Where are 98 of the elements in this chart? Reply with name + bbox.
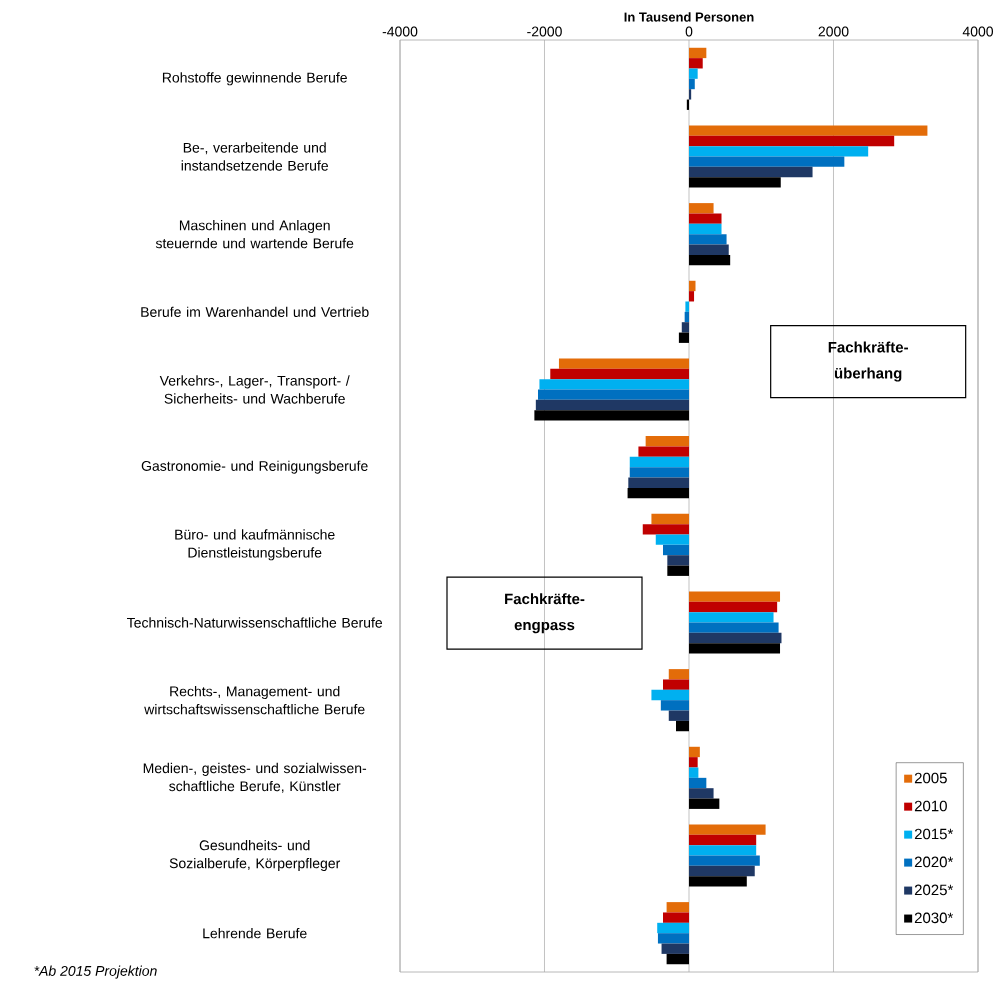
bar xyxy=(535,399,689,411)
annotation: Fachkräfte-überhang xyxy=(828,341,908,382)
legend-label: 2015* xyxy=(914,828,954,840)
bar xyxy=(689,78,695,90)
y-tick-label: Büro- und kaufmännische Dienstleistungsberufe xyxy=(175,529,335,561)
y-tick-label: Rohstoffe gewinnende Berufe xyxy=(162,72,347,86)
bar xyxy=(689,824,766,835)
bar xyxy=(667,555,689,566)
bar xyxy=(689,146,869,157)
bar xyxy=(689,612,774,623)
x-tick-label: 0 xyxy=(685,26,693,37)
bar xyxy=(685,301,689,312)
bar xyxy=(689,280,696,292)
bar xyxy=(642,524,689,535)
bar xyxy=(550,368,689,380)
bar xyxy=(689,125,928,136)
bar xyxy=(668,669,689,680)
bar xyxy=(689,834,757,846)
y-tick-label: Maschinen und Anlagen steuernde und wartende Berufe xyxy=(155,220,354,249)
bar xyxy=(689,291,695,302)
y-tick-label: Gesundheits- und Sozialberufe, Körperpfleger xyxy=(169,839,341,872)
bar xyxy=(666,953,689,965)
y-tick-label: Lehrende Berufe xyxy=(203,928,307,939)
bar xyxy=(681,322,689,333)
bar xyxy=(689,643,781,654)
bar xyxy=(657,922,689,934)
y-tick-label: Rechts-, Management- und wirtschaftswissenschaftliche Berufe xyxy=(144,686,365,715)
y-tick-label: Verkehrs-, Lager-, Transport- / Sicherheits- und Wachberufe xyxy=(159,375,350,404)
legend-label: 2020* xyxy=(914,856,954,868)
bar xyxy=(689,601,778,613)
bar xyxy=(678,332,689,343)
bar xyxy=(689,203,714,214)
bar xyxy=(689,591,781,602)
bar xyxy=(667,565,689,576)
bar xyxy=(638,446,689,457)
x-axis-title: In Tausend Personen xyxy=(624,12,754,22)
bar xyxy=(675,720,689,732)
bar xyxy=(689,855,760,866)
y-tick-label: Gastronomie- und Reinigungsberufe xyxy=(141,460,368,474)
bar xyxy=(689,135,895,147)
legend-label: 2005 xyxy=(914,772,947,784)
bar xyxy=(662,679,689,690)
bar xyxy=(661,943,689,954)
text: *Ab 2015 Projektion xyxy=(34,965,157,979)
bar xyxy=(689,58,703,69)
y-tick-label: Berufe im Warenhandel und Vertrieb xyxy=(141,306,369,317)
bar xyxy=(689,166,813,178)
bar xyxy=(689,632,782,644)
y-tick-label: Be-, verarbeitende und instandsetzende Berufe xyxy=(181,142,328,171)
bar xyxy=(689,746,700,758)
bar xyxy=(628,477,689,488)
bar xyxy=(689,845,757,856)
bar xyxy=(689,767,699,778)
x-tick-label: -4000 xyxy=(382,26,418,37)
annotation: Fachkräfte-engpass xyxy=(505,593,585,634)
bar xyxy=(689,156,845,167)
bar xyxy=(645,436,689,447)
bar xyxy=(629,456,689,468)
bar xyxy=(660,700,689,711)
bar xyxy=(627,487,689,499)
bar xyxy=(689,177,781,188)
bar xyxy=(689,788,714,799)
bar xyxy=(655,534,689,545)
legend-label: 2030* xyxy=(914,912,954,924)
bar xyxy=(662,912,689,923)
bar xyxy=(534,410,689,421)
bar xyxy=(666,902,689,913)
bar xyxy=(689,865,755,877)
x-tick-label: 4000 xyxy=(962,26,994,37)
x-tick-label: -2000 xyxy=(527,26,562,37)
bar xyxy=(689,234,727,245)
bar xyxy=(689,47,707,59)
bar xyxy=(538,389,689,400)
bar xyxy=(689,68,698,79)
bar xyxy=(689,223,722,235)
bar xyxy=(686,99,689,110)
bar xyxy=(689,213,722,224)
bar xyxy=(539,379,689,390)
bar xyxy=(689,254,731,266)
bar xyxy=(629,467,689,478)
bar xyxy=(662,544,689,556)
bar xyxy=(657,933,689,944)
bar xyxy=(689,244,729,255)
bar xyxy=(689,876,747,887)
bar xyxy=(689,622,779,633)
legend-label: 2010 xyxy=(914,800,947,812)
legend-label: 2025* xyxy=(914,884,954,896)
bar xyxy=(558,358,689,369)
bar xyxy=(651,513,689,525)
bar xyxy=(689,798,720,809)
y-tick-label: Technisch-Naturwissenschaftliche Berufe xyxy=(127,617,383,628)
y-tick-label: Medien-, geistes- und sozialwissen-schaftliche Berufe, Künstler xyxy=(143,762,367,793)
bar xyxy=(668,710,689,721)
bar xyxy=(651,689,689,701)
bar xyxy=(689,777,707,789)
bar xyxy=(689,757,698,768)
x-tick-label: 2000 xyxy=(818,26,849,37)
bar xyxy=(689,89,692,100)
